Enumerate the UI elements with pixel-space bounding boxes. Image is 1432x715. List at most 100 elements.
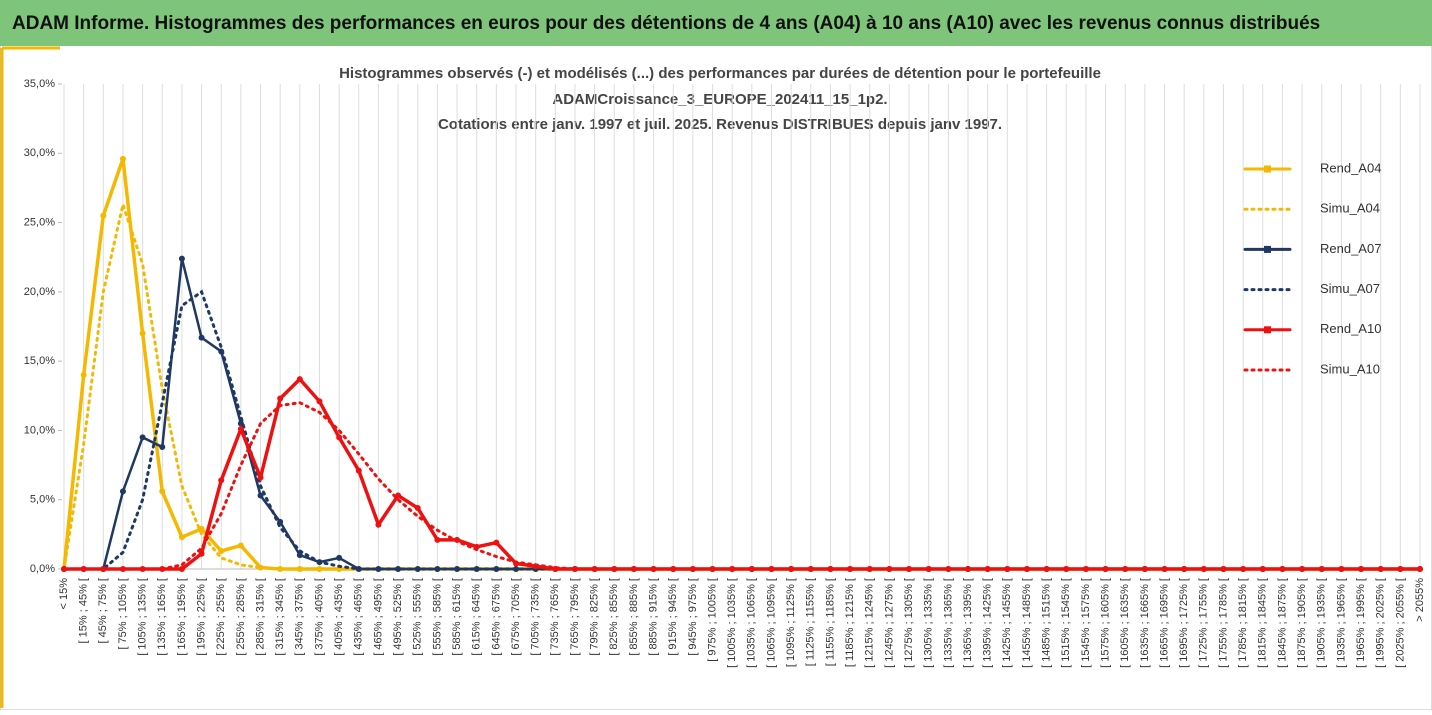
x-tick-label: [ 165% ; 195% [: [176, 578, 188, 656]
legend-label: Simu_A07: [1320, 281, 1380, 296]
x-tick-label: [ 405% ; 435% [: [333, 578, 345, 656]
point: [178, 566, 185, 572]
x-tick-label: [ 1995% ; 2025% [: [1375, 578, 1387, 668]
point: [1397, 566, 1404, 572]
point: [257, 492, 264, 499]
x-tick-label: [ 1365% ; 1395% [: [962, 578, 974, 668]
point: [395, 492, 402, 499]
x-tick-label: [ 1395% ; 1425% [: [982, 578, 994, 668]
point: [237, 542, 244, 549]
point: [277, 395, 284, 402]
legend-label: Rend_A10: [1320, 321, 1381, 336]
x-tick-label: [ 1425% ; 1455% [: [1001, 578, 1013, 668]
x-tick-label: [ 1545% ; 1575% [: [1080, 578, 1092, 668]
point: [178, 255, 185, 262]
point: [159, 444, 166, 451]
series-line: [62, 401, 1422, 571]
x-tick-label: [ 1575% ; 1605% [: [1099, 578, 1111, 668]
legend-label: Rend_A07: [1320, 241, 1381, 256]
x-tick-label: [ 1275% ; 1305% [: [903, 578, 915, 668]
point: [296, 552, 303, 559]
x-tick-label: [ 1965% ; 1995% [: [1355, 578, 1367, 668]
point: [1299, 566, 1306, 572]
x-tick-label: [ 915% ; 945% [: [667, 578, 679, 656]
point: [1377, 566, 1384, 572]
point: [1200, 566, 1207, 572]
point: [159, 488, 166, 495]
x-tick-label: [ 1155% ; 1185% [: [824, 578, 836, 666]
x-tick-label: [ 735% ; 765% [: [549, 578, 561, 656]
x-tick-label: [ 1845% ; 1875% [: [1276, 578, 1288, 668]
x-tick-label: [ 1755% ; 1785% [: [1217, 578, 1229, 668]
x-tick-label: [ 375% ; 405% [: [313, 578, 325, 656]
point: [100, 212, 107, 219]
x-tick-label: [ 1005% ; 1035% [: [726, 578, 738, 668]
x-tick-label: [ 435% ; 465% [: [353, 578, 365, 656]
chart-title: Cotations entre janv. 1997 et juil. 2025…: [438, 116, 1002, 133]
x-tick-label: [ 225% ; 255% [: [215, 578, 227, 656]
x-tick-label: [ 645% ; 675% [: [490, 578, 502, 656]
point: [1279, 566, 1286, 572]
x-tick-label: [ 885% ; 915% [: [647, 578, 659, 656]
x-tick-label: [ 75% ; 105% [: [117, 578, 129, 650]
x-tick-label: [ 315% ; 345% [: [274, 578, 286, 656]
point: [571, 566, 578, 572]
x-tick-label: [ 195% ; 225% [: [195, 578, 207, 656]
x-tick-label: [ 1725% ; 1755% [: [1198, 578, 1210, 668]
x-tick-label: [ 345% ; 375% [: [294, 578, 306, 656]
y-tick-label: 10,0%: [24, 424, 55, 436]
point: [80, 372, 87, 378]
legend-marker: [1264, 326, 1271, 334]
x-tick-label: [ 825% ; 855% [: [608, 578, 620, 656]
y-tick-label: 5,0%: [30, 494, 55, 506]
x-tick-label: [ 1185% ; 1215% [: [844, 578, 856, 667]
point: [237, 426, 244, 433]
x-tick-label: [ 975% ; 1005% [: [706, 578, 718, 662]
x-tick-label: > 2055%: [1414, 578, 1426, 622]
x-tick-label: [ 1065% ; 1095% [: [765, 578, 777, 668]
x-tick-label: [ 525% ; 555% [: [412, 578, 424, 656]
point: [395, 566, 402, 572]
point: [984, 566, 991, 572]
x-tick-label: [ 1635% ; 1665% [: [1139, 578, 1151, 668]
x-tick-label: [ 1665% ; 1695% [: [1158, 578, 1170, 668]
point: [886, 566, 893, 572]
point: [375, 521, 382, 528]
legend-label: Simu_A10: [1320, 361, 1380, 376]
point: [139, 330, 146, 337]
x-tick-label: [ 1035% ; 1065% [: [746, 578, 758, 668]
x-tick-label: [ 285% ; 315% [: [254, 578, 266, 656]
x-tick-label: [ 15% ; 45% [: [78, 578, 90, 643]
x-tick-label: [ 45% ; 75% [: [97, 578, 109, 643]
x-tick-label: [ 1515% ; 1545% [: [1060, 578, 1072, 668]
point: [493, 566, 500, 572]
x-tick-label: [ 1935% ; 1965% [: [1335, 578, 1347, 668]
point: [689, 566, 696, 572]
point: [788, 566, 795, 572]
x-tick-label: [ 1305% ; 1335% [: [923, 578, 935, 668]
point: [473, 566, 480, 572]
x-tick-label: [ 1485% ; 1515% [: [1041, 578, 1053, 668]
legend: [1215, 140, 1420, 390]
x-tick-label: [ 855% ; 885% [: [628, 578, 640, 656]
x-tick-label: [ 1815% ; 1845% [: [1257, 578, 1269, 668]
x-tick-label: [ 465% ; 495% [: [372, 578, 384, 656]
chart-title: Histogrammes observés (-) et modélisés (…: [339, 65, 1101, 82]
point: [336, 554, 343, 561]
point: [355, 467, 362, 474]
x-tick-label: [ 255% ; 285% [: [235, 578, 247, 656]
x-tick-label: [ 1125% ; 1155% [: [805, 578, 817, 666]
y-tick-label: 30,0%: [24, 147, 55, 159]
point: [119, 155, 126, 162]
legend-label: Rend_A04: [1320, 160, 1381, 175]
point: [866, 566, 873, 572]
point: [316, 398, 323, 405]
point: [100, 566, 107, 572]
point: [414, 505, 421, 512]
y-tick-label: 0,0%: [30, 563, 55, 575]
point: [375, 566, 382, 572]
x-tick-label: [ 105% ; 135% [: [137, 578, 149, 656]
point: [257, 474, 264, 481]
